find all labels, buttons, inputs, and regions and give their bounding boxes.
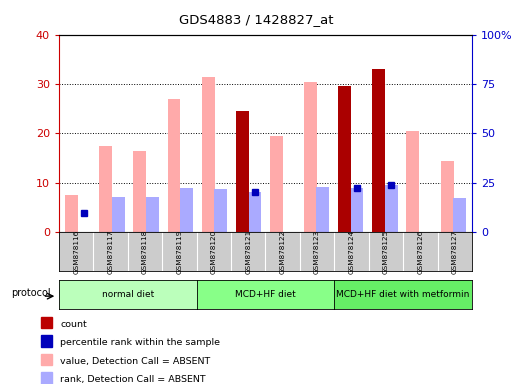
Text: GSM878122: GSM878122	[280, 229, 286, 274]
Bar	[350, 188, 363, 232]
Bar	[406, 131, 420, 232]
Text: GSM878118: GSM878118	[142, 229, 148, 274]
Bar	[168, 99, 181, 232]
Text: count: count	[60, 320, 87, 329]
Bar	[180, 188, 193, 232]
Text: MCD+HF diet with metformin: MCD+HF diet with metformin	[337, 290, 470, 299]
Bar	[317, 187, 329, 232]
Bar	[214, 189, 227, 232]
Text: GSM878120: GSM878120	[211, 229, 217, 274]
Text: GSM878125: GSM878125	[383, 229, 389, 274]
Text: GSM878124: GSM878124	[348, 229, 354, 274]
Bar	[372, 69, 385, 232]
Text: GSM878119: GSM878119	[176, 229, 183, 274]
Text: GSM878126: GSM878126	[418, 229, 423, 274]
Bar	[270, 136, 283, 232]
Text: GDS4883 / 1428827_at: GDS4883 / 1428827_at	[179, 13, 334, 26]
Bar	[441, 161, 453, 232]
Bar	[202, 76, 214, 232]
Text: percentile rank within the sample: percentile rank within the sample	[60, 338, 220, 348]
Text: GSM878121: GSM878121	[245, 229, 251, 274]
Bar	[338, 86, 351, 232]
Text: GSM878117: GSM878117	[108, 229, 113, 274]
Bar	[453, 198, 466, 232]
Bar	[65, 195, 78, 232]
Text: GSM878127: GSM878127	[452, 229, 458, 274]
Bar	[236, 111, 249, 232]
Text: GSM878116: GSM878116	[73, 229, 79, 274]
Bar	[304, 81, 317, 232]
Bar	[385, 185, 398, 232]
Text: value, Detection Call = ABSENT: value, Detection Call = ABSENT	[60, 357, 210, 366]
Text: normal diet: normal diet	[102, 290, 154, 299]
Bar	[146, 197, 159, 232]
Bar	[248, 192, 261, 232]
Text: protocol: protocol	[11, 288, 50, 298]
Text: GSM878123: GSM878123	[314, 229, 320, 274]
Bar	[100, 146, 112, 232]
Text: rank, Detection Call = ABSENT: rank, Detection Call = ABSENT	[60, 375, 206, 384]
Text: MCD+HF diet: MCD+HF diet	[235, 290, 296, 299]
Bar	[133, 151, 146, 232]
Bar	[111, 197, 125, 232]
